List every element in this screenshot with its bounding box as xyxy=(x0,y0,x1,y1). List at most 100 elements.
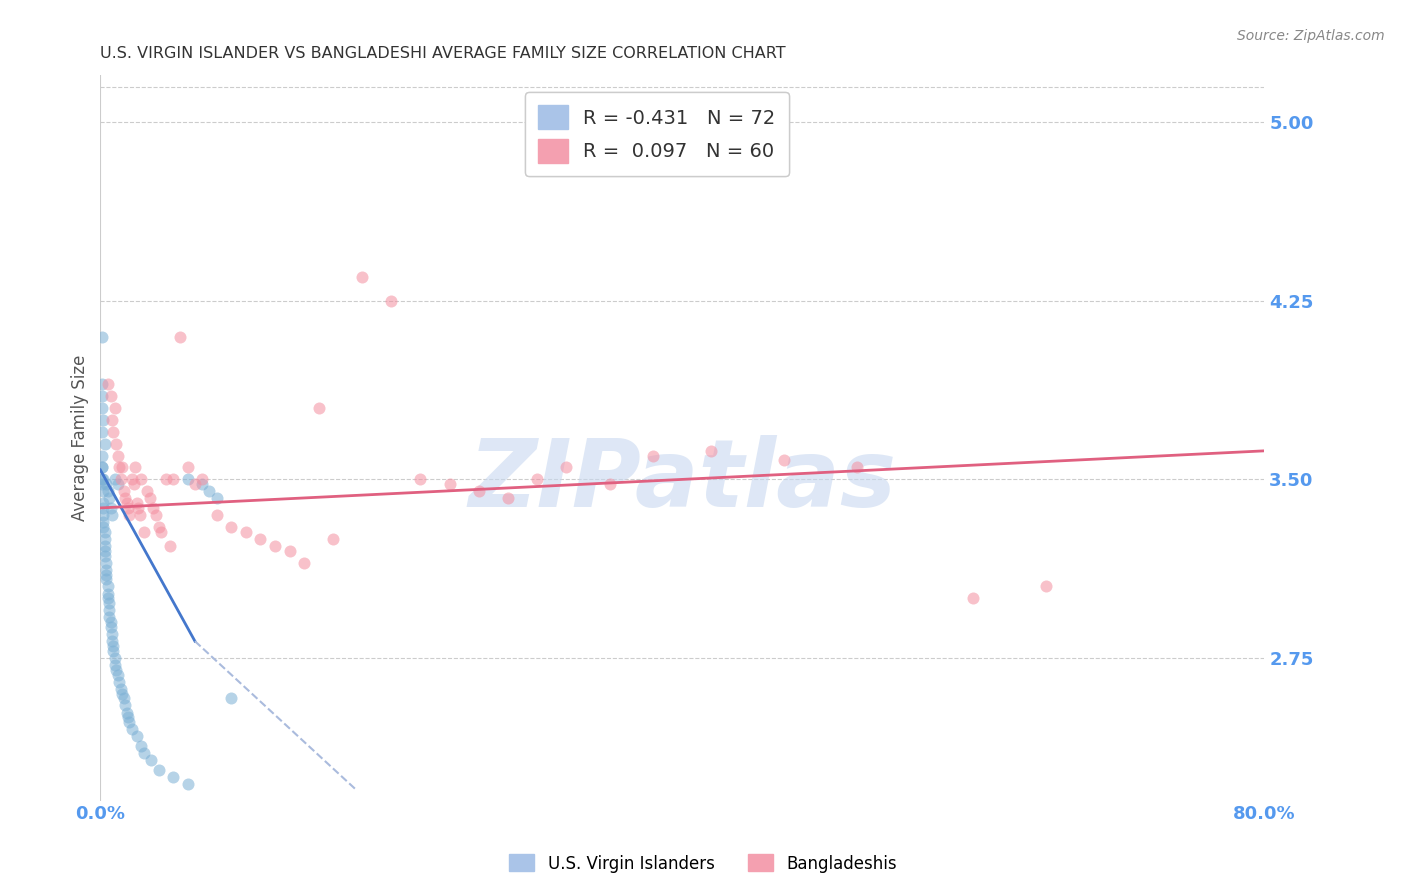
Point xyxy=(409,472,432,486)
Point xyxy=(643,449,665,463)
Point xyxy=(91,413,114,427)
Point xyxy=(176,472,198,486)
Point xyxy=(107,667,129,681)
Text: Source: ZipAtlas.com: Source: ZipAtlas.com xyxy=(1237,29,1385,43)
Point xyxy=(496,491,519,506)
Point xyxy=(90,329,112,343)
Legend: U.S. Virgin Islanders, Bangladeshis: U.S. Virgin Islanders, Bangladeshis xyxy=(502,847,904,880)
Point xyxy=(97,377,120,392)
Point xyxy=(98,596,121,610)
Point xyxy=(114,698,136,713)
Point xyxy=(118,508,141,522)
Point xyxy=(148,763,170,777)
Point xyxy=(100,389,122,403)
Point xyxy=(292,556,315,570)
Point xyxy=(93,436,115,450)
Point xyxy=(700,443,723,458)
Point xyxy=(90,477,112,491)
Point xyxy=(91,515,114,529)
Point xyxy=(104,401,127,415)
Point xyxy=(117,710,139,724)
Point xyxy=(91,496,114,510)
Point xyxy=(962,591,984,606)
Point xyxy=(103,643,125,657)
Point xyxy=(105,436,128,450)
Point xyxy=(96,567,118,582)
Y-axis label: Average Family Size: Average Family Size xyxy=(72,354,89,521)
Point xyxy=(121,472,143,486)
Point xyxy=(91,472,114,486)
Point xyxy=(97,484,120,499)
Point xyxy=(98,610,121,624)
Point xyxy=(100,620,122,634)
Point xyxy=(103,639,125,653)
Point xyxy=(108,674,131,689)
Point xyxy=(352,270,374,285)
Point xyxy=(90,389,112,403)
Point xyxy=(98,491,121,506)
Point xyxy=(90,401,112,415)
Point xyxy=(145,508,167,522)
Point xyxy=(101,634,124,648)
Point xyxy=(107,449,129,463)
Point xyxy=(129,739,152,753)
Point xyxy=(148,520,170,534)
Point xyxy=(112,691,135,706)
Point xyxy=(96,572,118,586)
Point xyxy=(125,496,148,510)
Point xyxy=(100,615,122,629)
Point xyxy=(773,453,796,467)
Point xyxy=(121,723,143,737)
Point xyxy=(91,520,114,534)
Point xyxy=(100,500,122,515)
Point xyxy=(110,472,132,486)
Point xyxy=(132,746,155,760)
Point xyxy=(117,500,139,515)
Point xyxy=(114,491,136,506)
Point xyxy=(96,563,118,577)
Text: ZIPatlas: ZIPatlas xyxy=(468,435,897,527)
Point xyxy=(322,532,344,546)
Point xyxy=(104,658,127,673)
Point xyxy=(221,691,243,706)
Point xyxy=(101,627,124,641)
Point xyxy=(380,293,402,308)
Point xyxy=(176,777,198,791)
Point xyxy=(115,496,138,510)
Point xyxy=(205,508,228,522)
Point xyxy=(155,472,177,486)
Point xyxy=(205,491,228,506)
Point xyxy=(1035,579,1057,593)
Point xyxy=(105,663,128,677)
Point xyxy=(90,460,112,475)
Point xyxy=(235,524,257,539)
Point xyxy=(90,449,112,463)
Point xyxy=(599,477,621,491)
Point xyxy=(125,730,148,744)
Point xyxy=(93,532,115,546)
Point xyxy=(124,460,146,475)
Point xyxy=(439,477,461,491)
Point xyxy=(104,472,127,486)
Legend: R = -0.431   N = 72, R =  0.097   N = 60: R = -0.431 N = 72, R = 0.097 N = 60 xyxy=(524,92,789,177)
Point xyxy=(198,484,221,499)
Point xyxy=(98,603,121,617)
Point xyxy=(159,539,181,553)
Point xyxy=(184,477,207,491)
Point xyxy=(169,329,191,343)
Point xyxy=(142,500,165,515)
Point xyxy=(97,586,120,600)
Point xyxy=(278,543,301,558)
Point xyxy=(132,524,155,539)
Point xyxy=(129,472,152,486)
Point xyxy=(110,681,132,696)
Point xyxy=(93,524,115,539)
Point xyxy=(122,477,145,491)
Point xyxy=(115,706,138,720)
Point xyxy=(191,477,214,491)
Point xyxy=(139,491,162,506)
Point xyxy=(111,687,134,701)
Point xyxy=(90,460,112,475)
Point xyxy=(467,484,489,499)
Point xyxy=(150,524,173,539)
